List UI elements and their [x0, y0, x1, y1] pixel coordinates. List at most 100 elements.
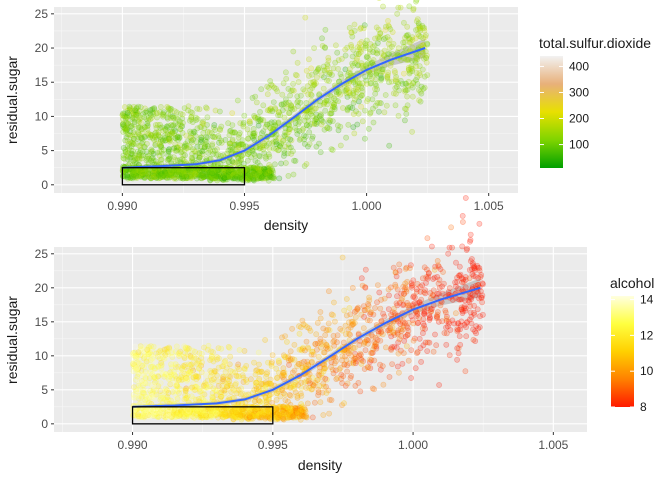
data-point [175, 169, 182, 176]
data-point [395, 350, 402, 357]
data-point [189, 168, 196, 175]
data-point [412, 54, 419, 61]
data-point [371, 42, 378, 49]
data-point [392, 90, 399, 97]
data-point [228, 168, 235, 175]
data-point [417, 98, 424, 105]
data-point [145, 117, 152, 124]
data-point [295, 79, 302, 85]
legend-colorbar-bottom [611, 296, 634, 407]
data-point [266, 174, 273, 181]
data-point [446, 320, 453, 327]
data-point [208, 130, 215, 136]
data-point [200, 172, 206, 179]
data-point [169, 349, 176, 355]
data-point [357, 44, 363, 51]
data-point [127, 154, 134, 161]
data-point [227, 170, 233, 177]
data-point [269, 174, 276, 181]
data-point [124, 175, 131, 182]
data-point [351, 21, 358, 28]
data-point [158, 148, 165, 155]
data-point [141, 174, 148, 181]
data-point [163, 174, 169, 181]
data-point [138, 134, 145, 141]
data-point [271, 175, 277, 182]
data-point [246, 118, 253, 125]
data-point [282, 143, 289, 150]
data-point [292, 124, 298, 131]
data-point [214, 175, 221, 182]
data-point [282, 333, 288, 339]
data-point [139, 171, 146, 178]
data-point [318, 117, 325, 124]
data-point [324, 61, 331, 68]
data-point [225, 159, 232, 166]
data-point [384, 74, 391, 81]
y-ticks-bottom: 0 5 10 15 20 25 [35, 247, 54, 431]
data-point [218, 392, 225, 399]
data-point [120, 112, 126, 118]
data-point [152, 365, 159, 372]
data-point [386, 37, 393, 43]
data-point [437, 266, 444, 272]
data-point [141, 174, 147, 181]
data-point [157, 121, 163, 128]
data-point [244, 157, 251, 164]
data-point [257, 117, 263, 123]
data-point [235, 361, 242, 368]
data-point [271, 161, 278, 168]
data-point [257, 145, 264, 152]
data-point [160, 146, 167, 153]
data-point [287, 136, 294, 143]
data-point [297, 135, 304, 142]
data-point [377, 30, 384, 37]
data-point [167, 380, 174, 386]
data-point [179, 168, 185, 174]
data-point [127, 105, 134, 112]
data-point [354, 78, 361, 85]
data-point [399, 360, 406, 367]
data-point [143, 157, 150, 164]
data-point [245, 135, 252, 142]
data-point [165, 136, 172, 142]
data-point [132, 155, 139, 162]
x-tick-label: 1.005 [474, 199, 504, 213]
data-point [177, 110, 184, 117]
data-point [352, 360, 359, 367]
data-point [318, 121, 325, 128]
data-point [366, 49, 373, 55]
data-point [183, 145, 190, 151]
data-point [386, 23, 392, 30]
data-point [236, 141, 243, 148]
data-point [259, 169, 266, 176]
data-point [335, 98, 341, 105]
data-point [471, 267, 478, 274]
data-point [183, 142, 190, 149]
data-point [269, 108, 276, 114]
data-point [239, 390, 246, 397]
data-point [164, 124, 171, 131]
data-point [256, 169, 263, 176]
data-point [247, 174, 254, 181]
data-point [394, 49, 401, 56]
data-point [323, 97, 330, 104]
data-point [362, 284, 369, 291]
data-point [336, 366, 343, 373]
data-point [256, 143, 263, 150]
data-point [133, 104, 140, 111]
data-point [347, 104, 354, 111]
data-point [325, 57, 332, 64]
data-point [297, 99, 304, 106]
data-point [417, 27, 423, 34]
data-point [175, 121, 182, 128]
data-point [226, 159, 232, 165]
data-point [430, 348, 437, 355]
data-point [158, 365, 165, 372]
data-point [172, 147, 179, 154]
data-point [181, 142, 188, 149]
data-point [120, 116, 126, 122]
data-point [172, 361, 179, 367]
data-point [348, 29, 355, 36]
data-point [230, 175, 237, 182]
